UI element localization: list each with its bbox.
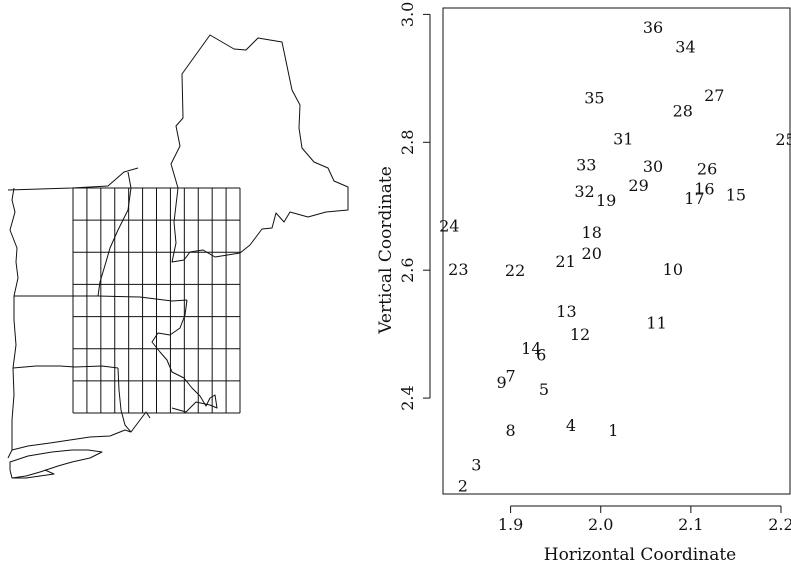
point-label-7: 7 bbox=[506, 367, 516, 386]
point-label-23: 23 bbox=[448, 260, 468, 279]
point-label-19: 19 bbox=[596, 191, 616, 210]
point-label-35: 35 bbox=[584, 89, 604, 108]
ny-boundary bbox=[7, 296, 17, 459]
point-label-20: 20 bbox=[582, 244, 602, 263]
vt-west-boundary bbox=[9, 187, 19, 297]
point-label-29: 29 bbox=[628, 176, 648, 195]
long-island-shore bbox=[12, 469, 55, 479]
x-tick-label: 1.9 bbox=[498, 515, 523, 534]
point-label-18: 18 bbox=[582, 223, 602, 242]
y-tick-label: 2.6 bbox=[398, 257, 417, 282]
new-england-map bbox=[7, 34, 349, 479]
point-label-26: 26 bbox=[697, 160, 717, 179]
point-label-33: 33 bbox=[576, 156, 596, 175]
ma-south-boundary bbox=[12, 365, 119, 369]
point-label-21: 21 bbox=[555, 252, 575, 271]
point-label-12: 12 bbox=[570, 325, 590, 344]
ma-coast bbox=[151, 299, 218, 413]
point-label-1: 1 bbox=[608, 421, 618, 440]
point-label-27: 27 bbox=[704, 86, 724, 105]
point-label-8: 8 bbox=[506, 421, 516, 440]
grid-overlay bbox=[72, 187, 241, 414]
point-label-5: 5 bbox=[539, 380, 549, 399]
y-tick-label: 2.4 bbox=[398, 385, 417, 410]
point-label-4: 4 bbox=[566, 416, 576, 435]
x-axis-label: Horizontal Coordinate bbox=[544, 545, 736, 565]
point-label-14: 14 bbox=[521, 339, 541, 358]
y-tick-label: 3.0 bbox=[398, 2, 417, 27]
rhode-island bbox=[117, 367, 151, 433]
point-labels: 1234567891011121314151617181920212223242… bbox=[439, 18, 791, 496]
point-label-22: 22 bbox=[505, 261, 525, 280]
point-label-30: 30 bbox=[643, 157, 663, 176]
point-label-9: 9 bbox=[496, 373, 506, 392]
point-label-31: 31 bbox=[613, 129, 633, 148]
point-label-13: 13 bbox=[556, 302, 576, 321]
point-label-2: 2 bbox=[458, 477, 468, 496]
y-axis: 2.4 2.6 2.8 3.0 bbox=[398, 2, 431, 411]
point-label-17: 17 bbox=[684, 189, 704, 208]
x-axis: 1.9 2.0 2.1 2.2 bbox=[498, 505, 791, 534]
x-tick-label: 2.0 bbox=[588, 515, 613, 534]
point-label-3: 3 bbox=[471, 456, 481, 475]
x-tick-label: 2.1 bbox=[678, 515, 703, 534]
point-label-36: 36 bbox=[643, 18, 663, 37]
point-label-32: 32 bbox=[574, 182, 594, 201]
point-label-16: 16 bbox=[694, 179, 714, 198]
scatter-chart: 1.9 2.0 2.1 2.2 2.42.62.83.0 12345678910111… bbox=[376, 2, 791, 565]
point-label-24: 24 bbox=[439, 216, 459, 235]
y-tick-label: 2.8 bbox=[398, 130, 417, 155]
long-island bbox=[9, 449, 103, 479]
point-label-15: 15 bbox=[726, 186, 746, 205]
point-label-25: 25 bbox=[775, 130, 791, 149]
canada-border bbox=[7, 167, 139, 191]
plot-box bbox=[442, 7, 791, 495]
point-label-11: 11 bbox=[646, 314, 666, 333]
ma-north-boundary bbox=[14, 295, 188, 302]
ct-coast bbox=[11, 429, 132, 451]
point-label-10: 10 bbox=[663, 260, 683, 279]
maine-outline bbox=[170, 34, 349, 263]
x-tick-label: 2.2 bbox=[768, 515, 791, 534]
point-label-34: 34 bbox=[675, 37, 695, 56]
y-axis-label: Vertical Coordinate bbox=[376, 166, 396, 335]
point-label-6: 6 bbox=[536, 346, 546, 365]
point-label-28: 28 bbox=[673, 101, 693, 120]
